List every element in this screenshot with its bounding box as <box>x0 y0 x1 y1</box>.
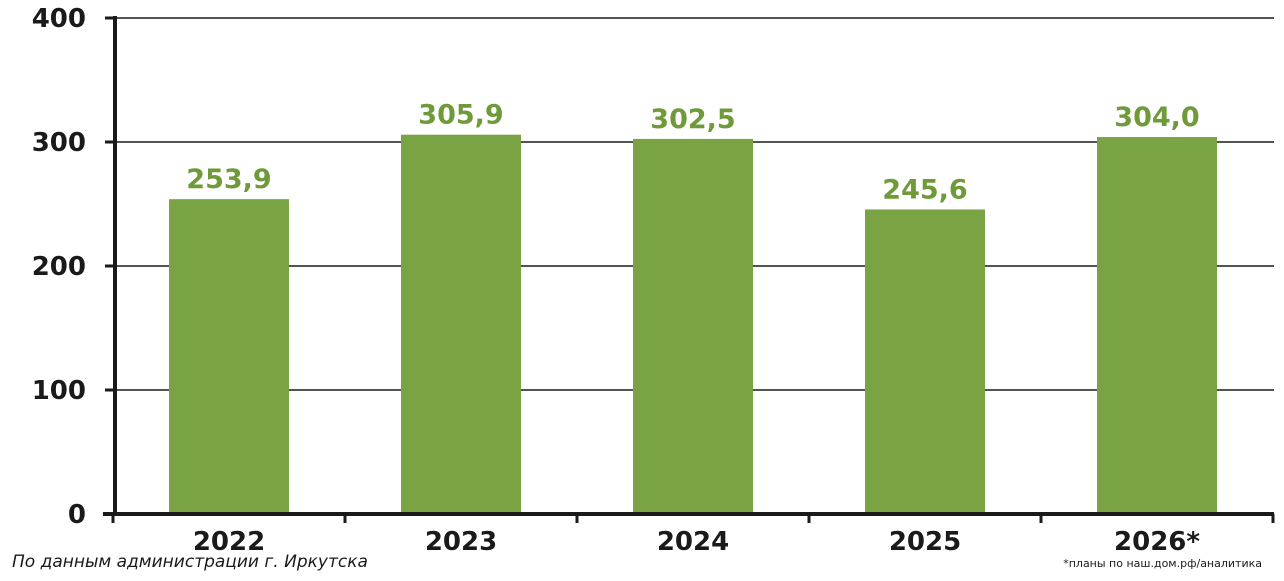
data-label-2026*: 304,0 <box>1114 102 1199 133</box>
x-tick-label-2025: 2025 <box>889 527 961 557</box>
x-tick-label-2023: 2023 <box>425 527 497 557</box>
y-tick-label-100: 100 <box>32 376 86 406</box>
y-tick-label-400: 400 <box>32 4 86 34</box>
y-tick-label-200: 200 <box>32 252 86 282</box>
x-tick-label-2022: 2022 <box>193 527 265 557</box>
bar-2023 <box>401 134 521 514</box>
bar-2026* <box>1097 137 1217 515</box>
data-label-2022: 253,9 <box>186 164 271 195</box>
bar-2025 <box>865 209 985 514</box>
data-label-2023: 305,9 <box>418 100 503 131</box>
footnote: *планы по наш.дом.рф/аналитика <box>1063 557 1262 570</box>
source-note: По данным администрации г. Иркутска <box>12 552 368 572</box>
data-label-2024: 302,5 <box>650 104 735 135</box>
bar-2024 <box>633 138 753 514</box>
x-tick-label-2024: 2024 <box>657 527 729 557</box>
data-label-2025: 245,6 <box>882 174 967 205</box>
x-tick-label-2026*: 2026* <box>1114 527 1200 557</box>
y-tick-label-0: 0 <box>68 500 86 530</box>
bar-2022 <box>169 199 289 514</box>
y-tick-label-300: 300 <box>32 128 86 158</box>
